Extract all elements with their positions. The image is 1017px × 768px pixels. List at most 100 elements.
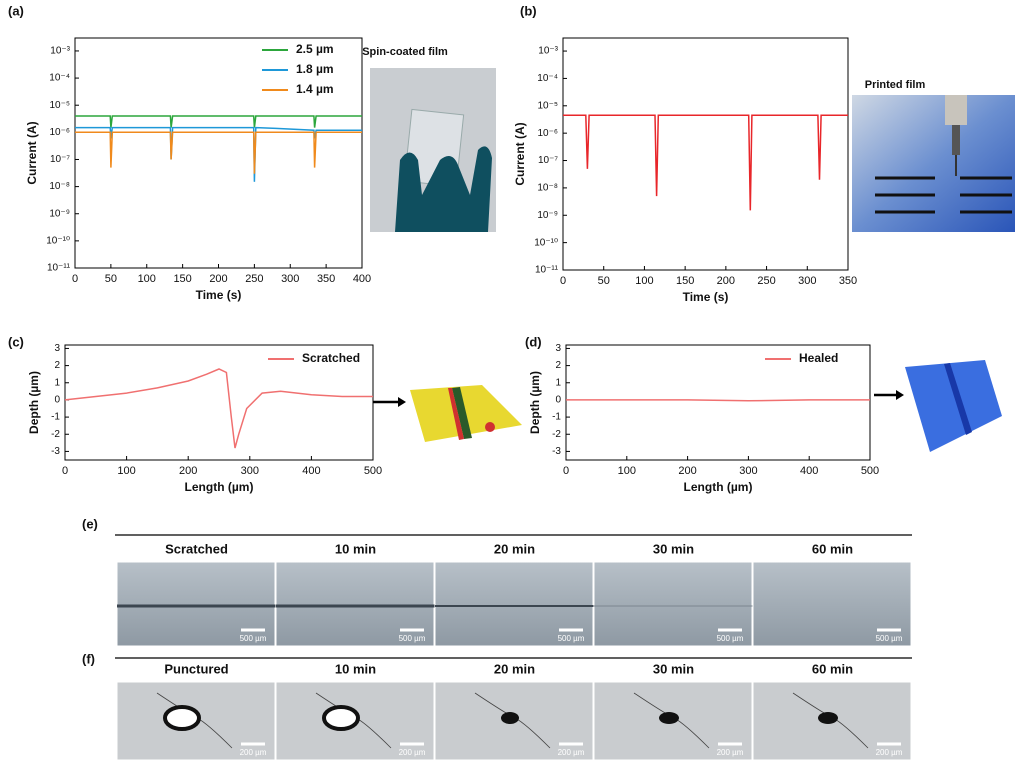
micrograph: 500 µm xyxy=(434,561,594,647)
y-tick-label: 3 xyxy=(555,343,561,354)
column-label: 20 min xyxy=(494,661,535,676)
series-line xyxy=(75,115,362,128)
x-tick-label: 500 xyxy=(364,465,382,477)
panel-label: (f) xyxy=(82,651,95,666)
scale-bar-label: 200 µm xyxy=(240,748,267,757)
micrograph-bg xyxy=(593,561,753,647)
legend-label: 2.5 µm xyxy=(296,42,334,56)
y-tick-label: 2 xyxy=(555,360,561,371)
column-label: 10 min xyxy=(335,541,376,556)
x-axis-title: Time (s) xyxy=(196,288,242,302)
y-tick-label: 10⁻⁹ xyxy=(537,210,558,221)
x-tick-label: 0 xyxy=(563,465,569,477)
x-tick-label: 500 xyxy=(861,465,879,477)
arrow xyxy=(874,390,904,400)
y-tick-label: 10⁻⁹ xyxy=(49,208,70,219)
y-tick-label: 10⁻¹⁰ xyxy=(46,236,70,247)
micrograph: 200 µm xyxy=(752,681,912,761)
x-tick-label: 50 xyxy=(105,273,117,285)
photo-printed xyxy=(852,95,1015,232)
scale-bar-label: 500 µm xyxy=(558,634,585,643)
y-tick-label: 10⁻¹¹ xyxy=(535,265,559,276)
column-label: 10 min xyxy=(335,661,376,676)
column-label: 20 min xyxy=(494,541,535,556)
panel-label: (b) xyxy=(520,3,537,18)
y-tick-label: 10⁻⁷ xyxy=(50,154,70,165)
x-tick-label: 400 xyxy=(302,465,320,477)
x-tick-label: 200 xyxy=(179,465,197,477)
scale-bar-label: 500 µm xyxy=(876,634,903,643)
x-tick-label: 200 xyxy=(678,465,696,477)
x-axis-title: Length (µm) xyxy=(684,480,753,494)
plot-frame xyxy=(64,344,374,461)
column-label: 30 min xyxy=(653,661,694,676)
micrograph-bg xyxy=(434,561,594,647)
puncture xyxy=(163,705,201,731)
micrograph: 200 µm xyxy=(116,681,276,761)
y-tick-label: 10⁻⁸ xyxy=(537,183,558,194)
y-tick-label: 0 xyxy=(555,395,561,406)
scale-bar-label: 200 µm xyxy=(717,748,744,757)
micrograph-bg xyxy=(752,561,912,647)
micrograph: 500 µm xyxy=(275,561,435,647)
x-tick-label: 300 xyxy=(241,465,259,477)
panel-label: (a) xyxy=(8,3,24,18)
y-tick-label: -2 xyxy=(51,429,60,440)
x-tick-label: 100 xyxy=(117,465,135,477)
y-tick-label: 1 xyxy=(555,377,561,388)
y-tick-label: 10⁻⁴ xyxy=(537,73,558,84)
x-tick-label: 350 xyxy=(839,275,857,287)
legend-label: 1.8 µm xyxy=(296,62,334,76)
column-label: 30 min xyxy=(653,541,694,556)
x-tick-label: 0 xyxy=(62,465,68,477)
column-label: Punctured xyxy=(164,661,228,676)
x-tick-label: 350 xyxy=(317,273,335,285)
puncture xyxy=(818,712,838,724)
x-tick-label: 0 xyxy=(560,275,566,287)
x-tick-label: 200 xyxy=(209,273,227,285)
y-tick-label: 3 xyxy=(54,343,60,354)
x-tick-label: 300 xyxy=(739,465,757,477)
x-axis-title: Time (s) xyxy=(683,290,729,304)
y-tick-label: 10⁻⁷ xyxy=(538,155,558,166)
y-axis-title: Depth (µm) xyxy=(27,371,41,434)
y-tick-label: 10⁻⁴ xyxy=(49,73,70,84)
y-tick-label: -1 xyxy=(51,412,60,423)
y-tick-label: 10⁻³ xyxy=(50,46,70,57)
scale-bar-label: 200 µm xyxy=(399,748,426,757)
series-line xyxy=(566,399,870,402)
scale-bar-label: 500 µm xyxy=(240,634,267,643)
micrograph: 200 µm xyxy=(275,681,435,761)
x-tick-label: 250 xyxy=(245,273,263,285)
y-tick-label: 10⁻⁵ xyxy=(537,100,558,111)
puncture xyxy=(501,712,519,724)
x-axis-title: Length (µm) xyxy=(185,480,254,494)
x-tick-label: 400 xyxy=(353,273,371,285)
x-tick-label: 100 xyxy=(635,275,653,287)
inset-title: Printed film xyxy=(865,79,926,91)
legend-label: Scratched xyxy=(302,351,360,365)
x-tick-label: 150 xyxy=(676,275,694,287)
series-line xyxy=(75,131,362,174)
y-axis-title: Depth (µm) xyxy=(528,371,542,434)
y-tick-label: 2 xyxy=(54,360,60,371)
panel-label: (c) xyxy=(8,334,24,349)
y-tick-label: 0 xyxy=(54,395,60,406)
y-axis-title: Current (A) xyxy=(25,121,39,184)
column-label: 60 min xyxy=(812,541,853,556)
profile-3d-scratched xyxy=(410,385,522,442)
y-tick-label: 10⁻¹¹ xyxy=(47,263,71,274)
y-tick-label: 10⁻⁵ xyxy=(49,100,70,111)
y-tick-label: 10⁻³ xyxy=(538,46,558,57)
x-tick-label: 200 xyxy=(717,275,735,287)
scale-bar-label: 200 µm xyxy=(876,748,903,757)
y-tick-label: 10⁻¹⁰ xyxy=(534,237,558,248)
x-tick-label: 400 xyxy=(800,465,818,477)
y-tick-label: -2 xyxy=(552,429,561,440)
y-axis-title: Current (A) xyxy=(513,122,527,185)
series-line xyxy=(64,368,373,449)
micrograph-bg xyxy=(275,561,435,647)
y-tick-label: 1 xyxy=(54,377,60,388)
puncture xyxy=(659,712,679,724)
